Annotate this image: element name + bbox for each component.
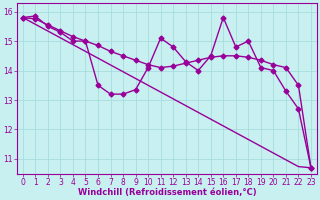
X-axis label: Windchill (Refroidissement éolien,°C): Windchill (Refroidissement éolien,°C) <box>77 188 256 197</box>
